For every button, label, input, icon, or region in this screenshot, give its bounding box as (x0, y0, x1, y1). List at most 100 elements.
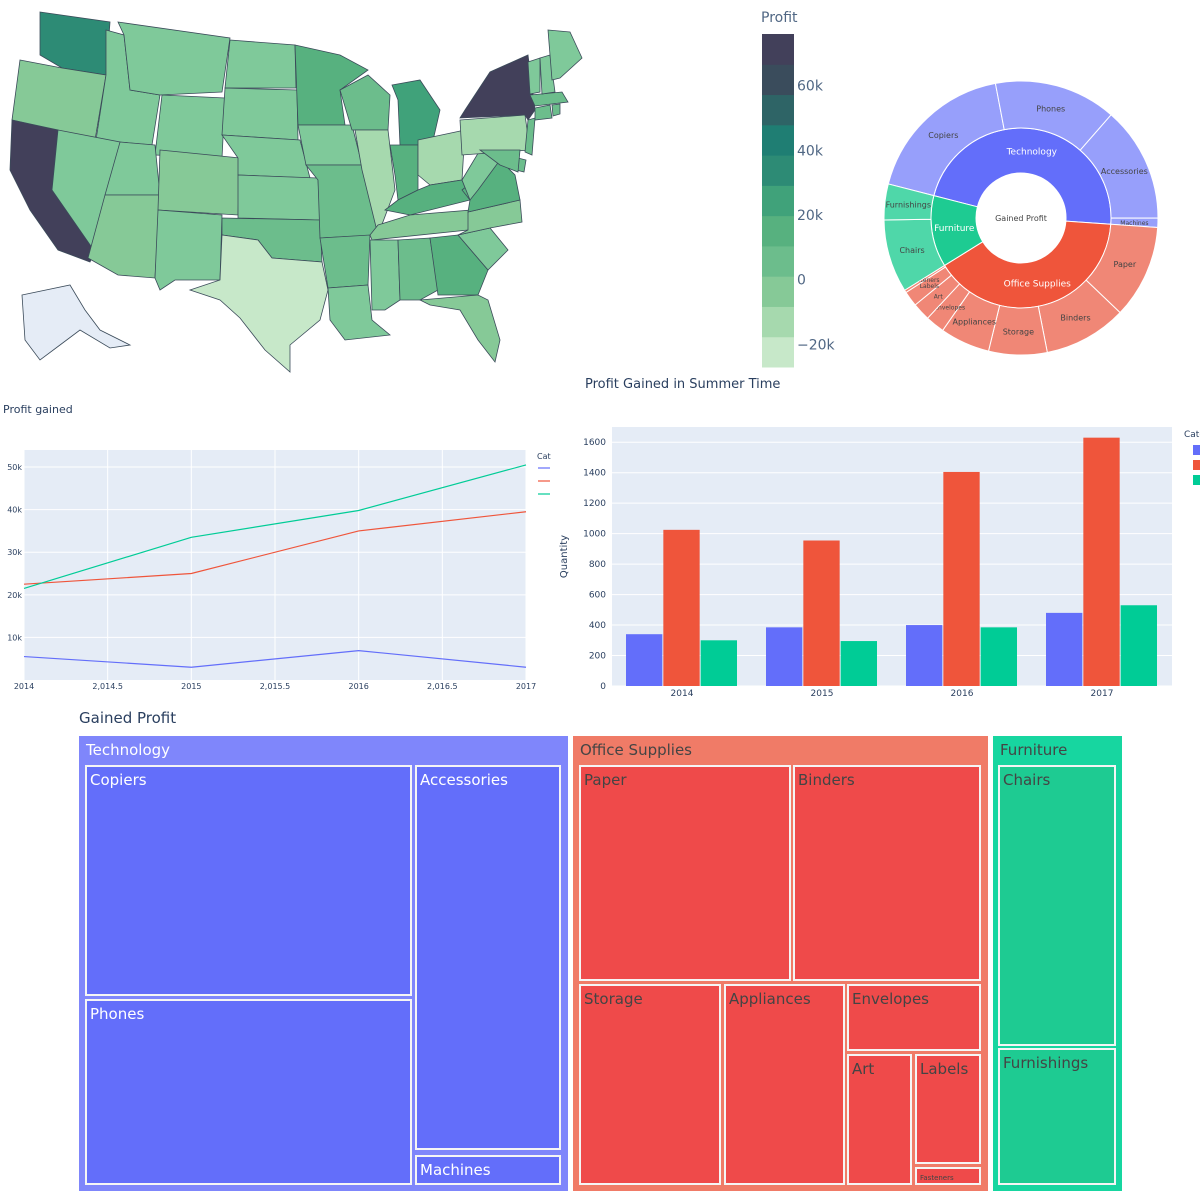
bar-x-tick-label: 2014 (671, 689, 694, 699)
colorbar-scale: 60k 40k 20k 0 −20k (762, 34, 836, 368)
sunburst-leaf-label: Phones (1036, 104, 1065, 113)
colorbar-step (762, 276, 794, 307)
us-profit-map[interactable] (0, 0, 600, 380)
sunburst-leaf-label: Paper (1113, 260, 1136, 269)
state-rhode-island[interactable] (551, 103, 561, 117)
bar-chart[interactable]: 0 200 400 600 800 1000 1200 1400 1600 2014 2015 201… (555, 370, 1200, 705)
state-west-virginia[interactable] (461, 149, 501, 201)
treemap-tile-label: Copiers (90, 771, 147, 789)
line-y-tick-label: 10k (7, 633, 22, 642)
state-montana[interactable] (117, 21, 231, 96)
sunburst-leaf-label: Accessories (1101, 167, 1148, 176)
bar-y-axis-label: Quantity (559, 535, 570, 578)
treemap-tile-label: Machines (420, 1161, 491, 1179)
colorbar-tick-label: 20k (797, 208, 824, 224)
state-kentucky[interactable] (384, 179, 471, 216)
treemap-tile-label: Envelopes (852, 990, 929, 1008)
colorbar-tick-label: 0 (797, 273, 806, 289)
treemap-tile-label: Paper (584, 771, 627, 789)
colorbar-title: Profit (761, 10, 798, 26)
bar-x-tick-label: 2017 (1091, 689, 1114, 699)
state-arizona[interactable] (87, 194, 161, 279)
sunburst-center-label: Gained Profit (995, 214, 1047, 223)
line-chart[interactable]: 2014 2,014.5 2015 2,015.5 2016 2,016.5 2017 50k… (0, 395, 560, 705)
state-alaska[interactable] (21, 284, 132, 361)
state-iowa[interactable] (297, 124, 363, 166)
bar-y-tick-label: 800 (589, 560, 606, 570)
bar-legend-swatch (1193, 475, 1200, 485)
treemap-chart[interactable]: Technology Copiers Phones Accessories Machin… (0, 705, 1200, 1200)
state-texas[interactable] (188, 234, 329, 373)
sunburst-leaf-label: Chairs (899, 246, 924, 255)
treemap-panel[interactable]: Gained Profit Technology Copiers Phones Acc… (0, 705, 1200, 1200)
line-y-tick-label: 20k (7, 591, 22, 600)
state-colorado[interactable] (157, 149, 241, 216)
treemap-tile-storage (579, 984, 721, 1185)
bar-2017-0 (1046, 612, 1083, 686)
state-wisconsin[interactable] (339, 74, 391, 131)
state-ohio[interactable] (417, 129, 466, 186)
bar-y-tick-label: 1600 (583, 438, 606, 448)
bar-chart-panel[interactable]: Profit Gained in Summer Time 0 200 400 600 8… (555, 370, 1200, 705)
state-new-jersey[interactable] (524, 117, 536, 156)
state-wyoming[interactable] (154, 94, 226, 159)
sunburst-leaf-label: Art (934, 294, 944, 301)
bar-x-tick-label: 2015 (811, 689, 834, 699)
sunburst-leaf-label: Envelopes (934, 304, 965, 311)
colorbar-step (762, 185, 794, 217)
state-massachusetts[interactable] (529, 91, 569, 107)
treemap-tile-label: Storage (584, 990, 643, 1008)
treemap-tile-label: Binders (798, 771, 855, 789)
state-vermont[interactable] (527, 57, 541, 95)
state-florida[interactable] (418, 294, 501, 363)
bar-2016-2 (980, 627, 1017, 686)
bar-2014-0 (626, 634, 663, 686)
state-maine[interactable] (547, 29, 583, 81)
sunburst-chart[interactable]: Technology Copiers Phones Accessories Machin… (870, 80, 1170, 370)
state-georgia[interactable] (429, 234, 489, 296)
state-louisiana[interactable] (327, 284, 391, 341)
state-pennsylvania[interactable] (459, 114, 531, 156)
treemap-tile-furnishings (998, 1048, 1116, 1185)
line-y-tick-label: 50k (7, 463, 22, 472)
state-new-mexico[interactable] (154, 209, 223, 291)
colorbar-tick-label: −20k (797, 337, 836, 353)
treemap-tile-label: Fasteners (920, 1174, 954, 1182)
bar-2015-0 (766, 627, 803, 686)
state-illinois[interactable] (354, 129, 396, 237)
treemap-title: Gained Profit (79, 709, 177, 727)
treemap-tile-art (847, 1054, 912, 1185)
sunburst-segment-furnishings (883, 183, 935, 221)
bar-legend-title: Cate (1184, 430, 1200, 440)
state-connecticut[interactable] (534, 104, 553, 121)
line-x-tick-label: 2014 (14, 682, 34, 691)
treemap-tile-chairs (998, 765, 1116, 1046)
state-mississippi[interactable] (369, 239, 401, 311)
colorbar-tick-label: 60k (797, 79, 824, 95)
treemap-tile-label: Chairs (1003, 771, 1051, 789)
sunburst-panel[interactable]: Technology Copiers Phones Accessories Machin… (870, 80, 1170, 370)
line-x-tick-label: 2,016.5 (427, 682, 458, 691)
treemap-tile-label: Furnishings (1003, 1054, 1088, 1072)
treemap-tile-accessories (415, 765, 561, 1150)
state-maryland[interactable] (478, 149, 521, 173)
state-alabama[interactable] (397, 237, 439, 301)
state-arkansas[interactable] (319, 234, 371, 289)
colorbar-step (762, 64, 794, 96)
sunburst-leaf-label: Storage (1003, 327, 1034, 336)
treemap-tile-label: Accessories (420, 771, 508, 789)
state-south-dakota[interactable] (221, 87, 299, 141)
colorbar-step (762, 306, 794, 338)
state-michigan[interactable] (391, 79, 441, 146)
state-north-dakota[interactable] (224, 39, 297, 89)
state-kansas[interactable] (237, 174, 321, 221)
colorbar-step (762, 215, 794, 247)
bar-2015-1 (803, 540, 840, 686)
bar-2016-0 (906, 625, 943, 686)
state-oregon[interactable] (11, 59, 107, 141)
colorbar-step (762, 245, 794, 277)
line-chart-panel[interactable]: Profit gained 2014 2,014.5 2015 2,015.5 2016… (0, 395, 560, 705)
state-new-york[interactable] (459, 54, 536, 121)
map-canvas[interactable] (0, 0, 600, 380)
bar-legend-swatch (1193, 460, 1200, 470)
